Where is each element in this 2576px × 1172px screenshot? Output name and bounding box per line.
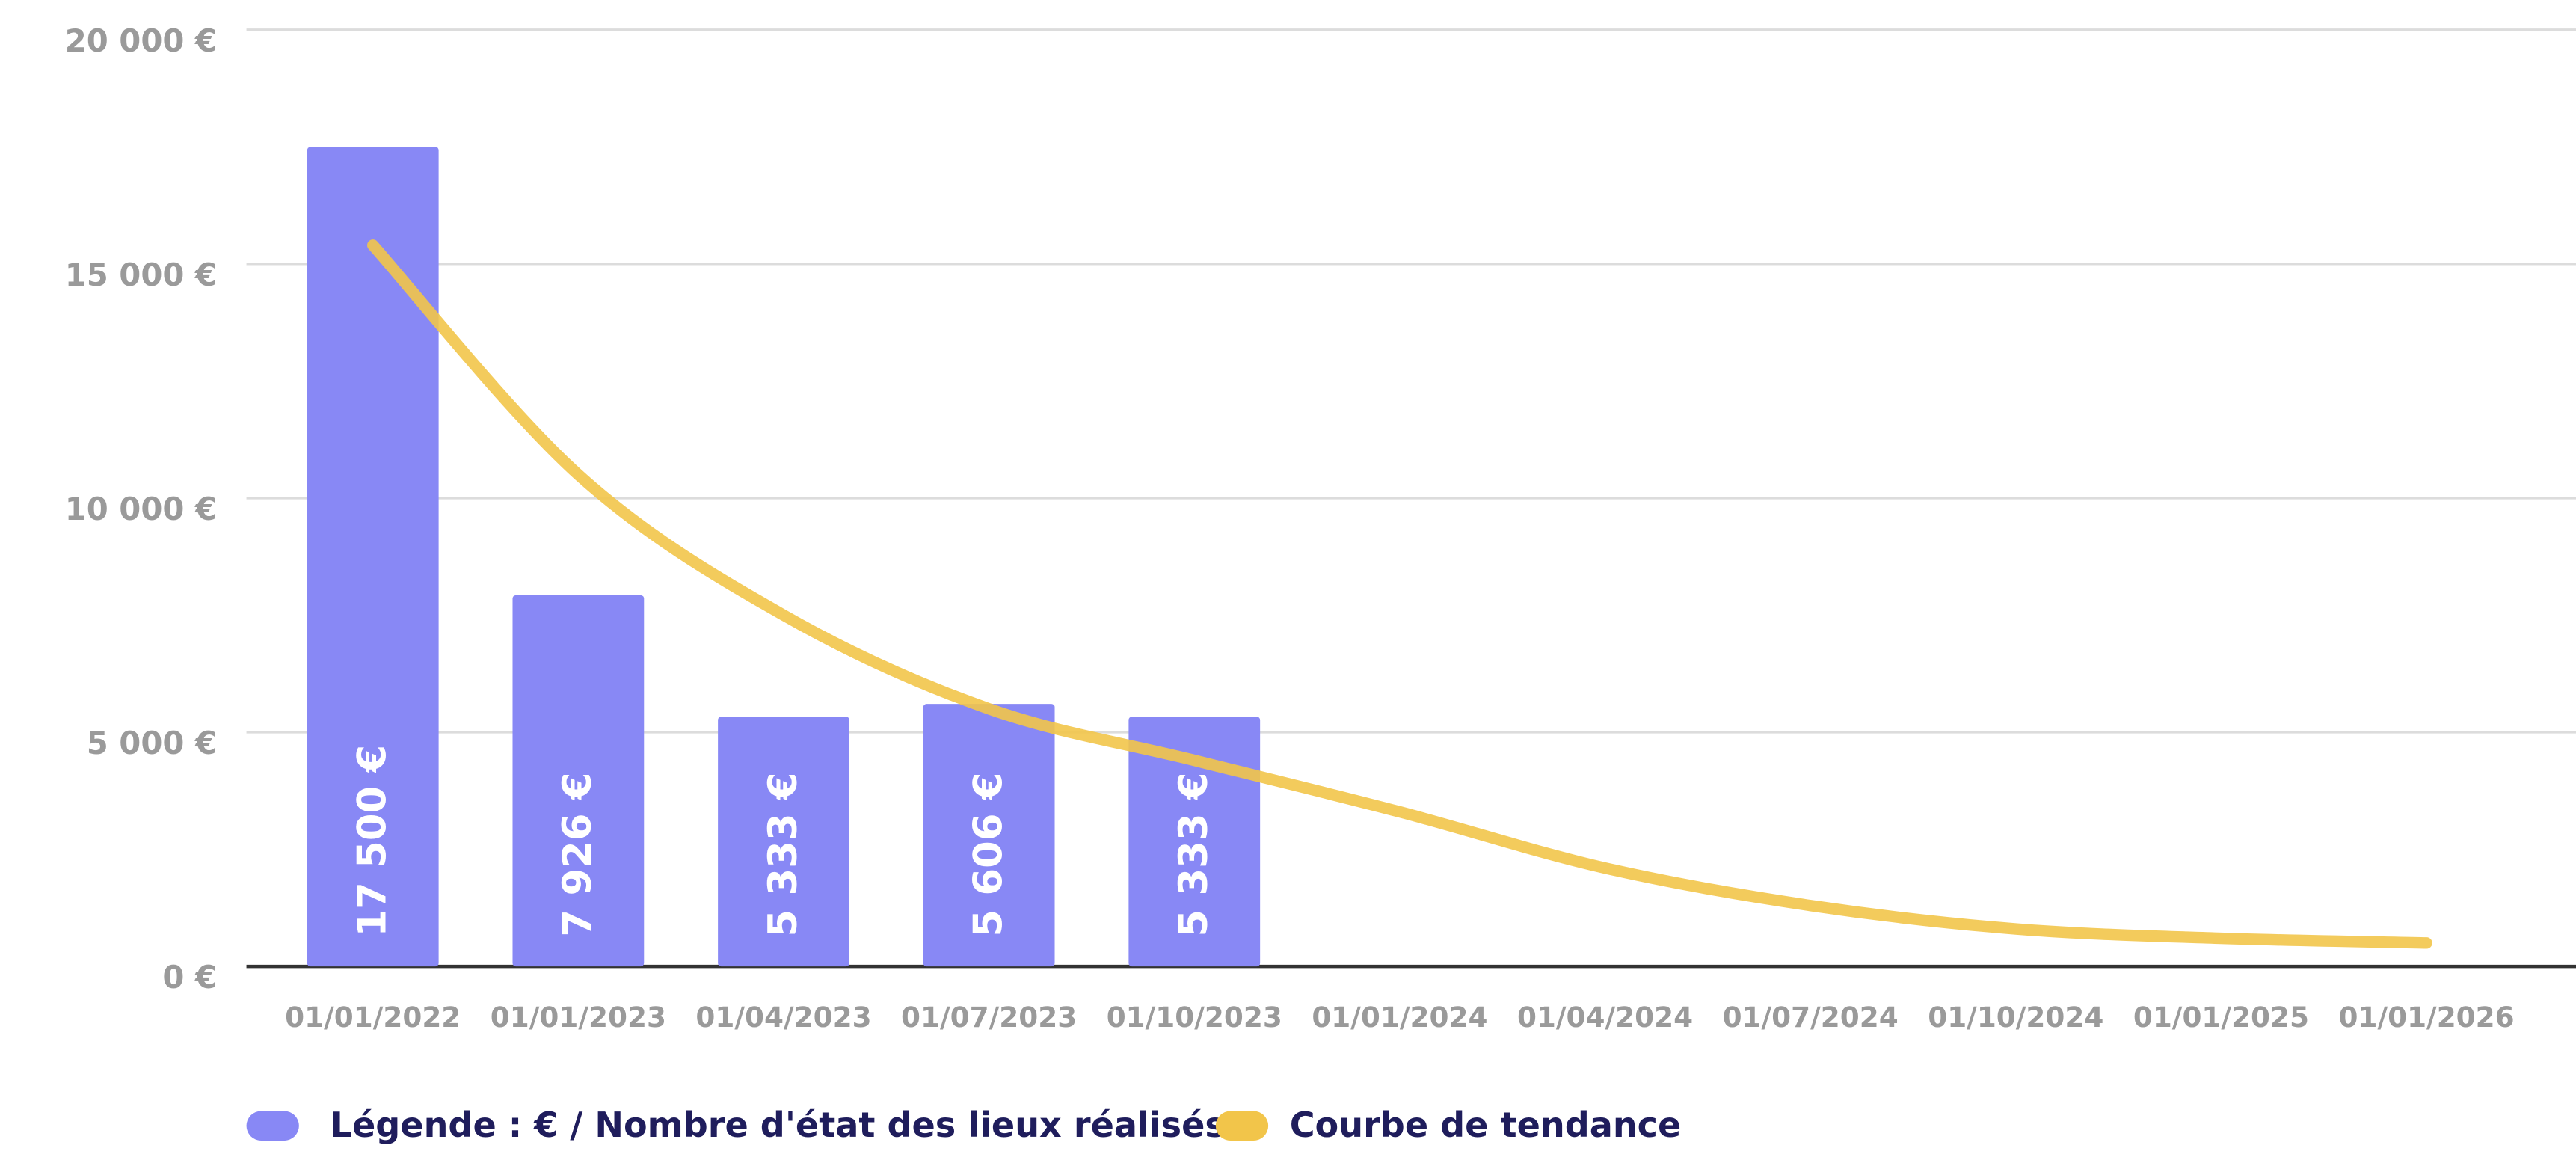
x-tick-label: 01/01/2023 <box>491 1001 666 1034</box>
y-tick-label: 15 000 € <box>65 257 217 293</box>
x-tick-label: 01/07/2023 <box>901 1001 1077 1034</box>
x-tick-label: 01/01/2024 <box>1312 1001 1487 1034</box>
value-label: 5 333 € <box>760 772 806 936</box>
x-tick-label: 01/10/2023 <box>1107 1001 1282 1034</box>
bar <box>1128 717 1261 967</box>
legend-label: Légende : € / Nombre d'état des lieux ré… <box>331 1105 1226 1145</box>
legend-label: Courbe de tendance <box>1290 1105 1682 1145</box>
value-label: 5 333 € <box>1171 772 1217 936</box>
bar <box>718 717 849 967</box>
bar <box>512 595 645 967</box>
legend-swatch <box>1215 1111 1269 1141</box>
x-tick-label: 01/01/2026 <box>2338 1001 2514 1034</box>
x-tick-label: 01/04/2024 <box>1517 1001 1693 1034</box>
bar <box>307 147 439 967</box>
value-label: 17 500 € <box>350 745 396 937</box>
trend-line <box>367 239 2432 949</box>
x-tick-label: 01/04/2023 <box>695 1001 871 1034</box>
x-tick-label: 01/01/2025 <box>2133 1001 2309 1034</box>
y-tick-label: 20 000 € <box>65 22 217 59</box>
y-tick-label: 10 000 € <box>65 491 217 527</box>
y-tick-label: 0 € <box>162 959 217 995</box>
legend-swatch <box>246 1111 299 1141</box>
value-label: 5 606 € <box>965 772 1011 936</box>
x-tick-label: 01/01/2022 <box>285 1001 461 1034</box>
y-tick-label: 5 000 € <box>87 725 217 761</box>
x-tick-label: 01/07/2024 <box>1723 1001 1899 1034</box>
bar <box>923 704 1055 967</box>
value-label: 7 926 € <box>555 772 600 936</box>
x-tick-label: 01/10/2024 <box>1928 1001 2103 1034</box>
